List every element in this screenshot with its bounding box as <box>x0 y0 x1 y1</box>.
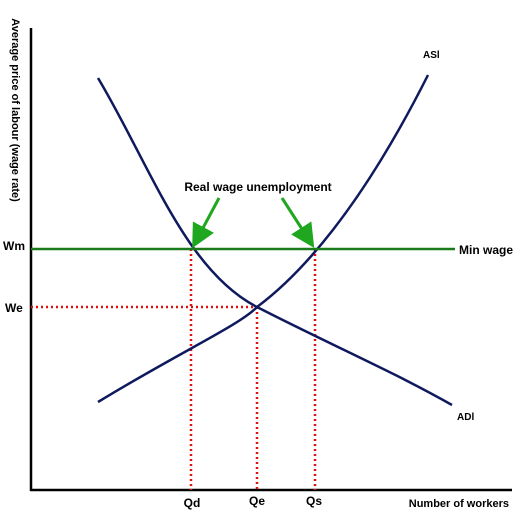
supply-curve-label: ASl <box>423 50 440 61</box>
x-axis-label: Number of workers <box>409 498 509 510</box>
min-wage-label: Min wage <box>459 243 513 257</box>
annotation-label: Real wage unemployment <box>184 180 331 194</box>
supply-curve <box>97 74 430 404</box>
right-annotation-arrow <box>280 197 315 249</box>
left-annotation-arrow <box>192 197 221 249</box>
demand-curve <box>96 77 453 407</box>
qs-label: Qs <box>306 494 322 508</box>
demand-curve-label: ADl <box>457 412 474 423</box>
qe-label: Qe <box>249 494 265 508</box>
wm-label: Wm <box>3 239 25 253</box>
qd-label: Qd <box>184 496 201 510</box>
guide-lines <box>31 249 317 490</box>
we-label: We <box>5 301 23 315</box>
y-axis-label: Average price of labour (wage rate) <box>9 18 21 202</box>
